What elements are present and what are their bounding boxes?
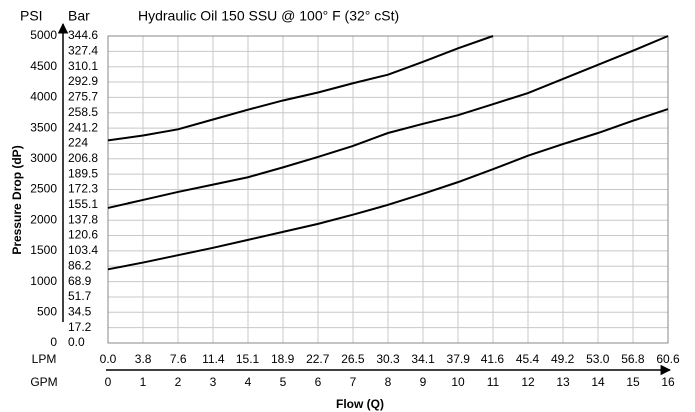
y2-tick-label: 327.4 — [68, 43, 98, 57]
x2-tick-label: 11.4 — [202, 352, 225, 366]
x-tick-label: 0 — [105, 375, 112, 389]
x-tick-label: 11 — [487, 375, 500, 389]
y2-tick-label: 206.8 — [68, 151, 98, 165]
y2-tick-label: 0.0 — [68, 335, 85, 349]
x2-tick-label: 26.5 — [341, 352, 365, 366]
curve — [107, 35, 494, 142]
x-tick-label: 6 — [315, 375, 322, 389]
y2-tick-label: 172.3 — [68, 182, 98, 196]
y2-tick-label: 51.7 — [68, 289, 92, 303]
y-tick-label: 3000 — [30, 151, 57, 165]
x2-tick-label: 7.6 — [170, 352, 187, 366]
x-tick-label: 2 — [175, 375, 182, 389]
y2-tick-label: 68.9 — [68, 274, 92, 288]
y2-tick-label: 17.2 — [68, 320, 92, 334]
x-row-label: GPM — [30, 375, 57, 389]
x-tick-label: 3 — [210, 375, 217, 389]
y2-tick-label: 241.2 — [68, 120, 98, 134]
x-tick-label: 15 — [626, 375, 640, 389]
x2-tick-label: 37.9 — [447, 352, 471, 366]
y-tick-label: 2000 — [30, 212, 57, 226]
y-tick-label: 3500 — [30, 120, 57, 134]
curve — [107, 35, 669, 209]
y2-tick-label: 310.1 — [68, 59, 98, 73]
x2-tick-label: 53.0 — [586, 352, 610, 366]
x2-row-label: LPM — [32, 352, 57, 366]
x-tick-label: 7 — [350, 375, 357, 389]
plot-border — [107, 35, 669, 344]
y2-tick-label: 34.5 — [68, 304, 92, 318]
y-header: PSI — [20, 8, 43, 24]
y-tick-label: 1000 — [30, 274, 57, 288]
y-tick-label: 4500 — [30, 59, 57, 73]
y2-tick-label: 224 — [68, 136, 88, 150]
y-tick-label: 4000 — [30, 90, 57, 104]
x-axis-title: Flow (Q) — [336, 397, 384, 411]
y2-header: Bar — [68, 8, 90, 24]
y-tick-label: 2500 — [30, 182, 57, 196]
x2-tick-label: 60.6 — [656, 352, 680, 366]
y2-tick-label: 292.9 — [68, 74, 98, 88]
y-tick-label: 1500 — [30, 243, 57, 257]
y2-tick-label: 155.1 — [68, 197, 98, 211]
y2-tick-label: 275.7 — [68, 90, 98, 104]
x2-tick-label: 3.8 — [135, 352, 152, 366]
x-tick-label: 10 — [451, 375, 465, 389]
y-tick-label: 5000 — [30, 28, 57, 42]
curve — [107, 108, 669, 271]
y-tick-label: 500 — [37, 304, 57, 318]
x-tick-label: 12 — [521, 375, 535, 389]
y2-tick-label: 86.2 — [68, 258, 92, 272]
x2-tick-label: 49.2 — [551, 352, 575, 366]
x-tick-label: 16 — [661, 375, 675, 389]
x-tick-label: 14 — [591, 375, 605, 389]
x-tick-label: 8 — [385, 375, 392, 389]
y-axis-title: Pressure Drop (dP) — [10, 145, 24, 254]
x2-tick-label: 18.9 — [271, 352, 295, 366]
x2-tick-label: 30.3 — [376, 352, 400, 366]
y-tick-label: 0 — [50, 335, 57, 349]
x-tick-label: 9 — [420, 375, 427, 389]
y2-tick-label: 344.6 — [68, 28, 98, 42]
x2-tick-label: 34.1 — [411, 352, 435, 366]
y2-tick-label: 103.4 — [68, 243, 98, 257]
x-tick-label: 5 — [280, 375, 287, 389]
x2-tick-label: 56.8 — [621, 352, 645, 366]
y2-tick-label: 120.6 — [68, 228, 98, 242]
y2-tick-label: 258.5 — [68, 105, 98, 119]
x2-tick-label: 41.6 — [481, 352, 505, 366]
y2-tick-label: 137.8 — [68, 212, 98, 226]
chart-title: Hydraulic Oil 150 SSU @ 100° F (32° cSt) — [138, 8, 399, 24]
x2-tick-label: 22.7 — [306, 352, 330, 366]
x2-tick-label: 0.0 — [100, 352, 117, 366]
x-tick-label: 13 — [556, 375, 570, 389]
y2-tick-label: 189.5 — [68, 166, 98, 180]
x-tick-label: 4 — [245, 375, 252, 389]
x-tick-label: 1 — [140, 375, 147, 389]
x2-tick-label: 45.4 — [516, 352, 540, 366]
x2-tick-label: 15.1 — [236, 352, 260, 366]
